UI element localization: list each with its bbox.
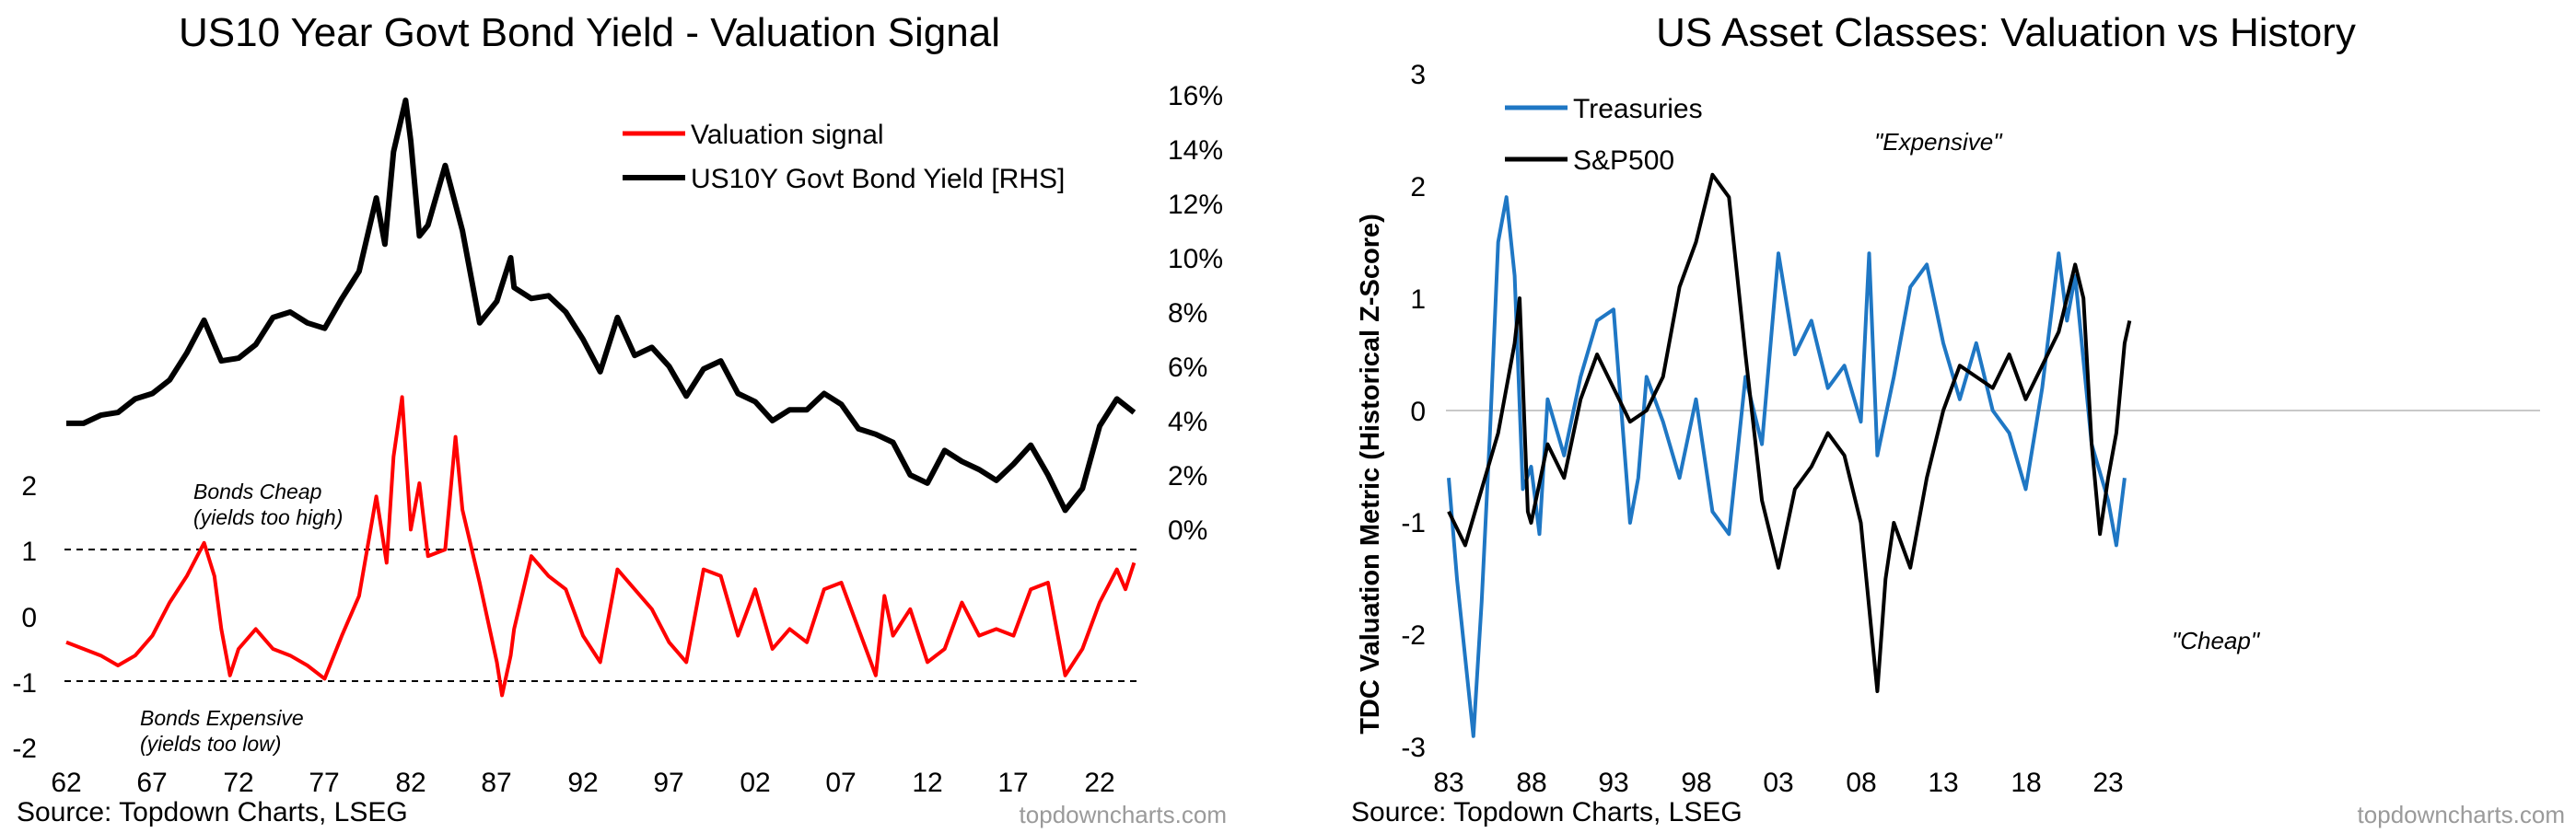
x-tick: 62: [51, 768, 81, 798]
bonds-cheap-annotation: Bonds Cheap: [193, 480, 322, 503]
x-tick: 67: [136, 768, 167, 798]
x-tick: 87: [481, 768, 511, 798]
left-source-note: Source: Topdown Charts, LSEG: [17, 797, 408, 827]
right-y-axis-ticks: 16% 14% 12% 10% 8% 6% 4% 2% 0%: [1168, 81, 1223, 546]
bonds-cheap-annotation-sub: (yields too high): [193, 505, 343, 529]
sp500-line: [1447, 172, 2132, 693]
expensive-annotation: "Expensive": [1874, 128, 2003, 156]
right-y-tick: 6%: [1168, 353, 1207, 383]
x-tick: 93: [1598, 768, 1628, 798]
y-tick: 3: [1410, 60, 1426, 90]
x-tick: 77: [309, 768, 339, 798]
x-tick: 03: [1763, 768, 1793, 798]
right-series: [1447, 172, 2132, 738]
x-tick: 12: [912, 768, 942, 798]
right-source-note: Source: Topdown Charts, LSEG: [1351, 797, 1743, 827]
x-tick: 82: [395, 768, 425, 798]
left-chart-reference-lines: [64, 549, 1142, 682]
right-y-tick: 2%: [1168, 461, 1207, 492]
left-y-tick: 1: [21, 537, 37, 567]
right-chart: US Asset Classes: Valuation vs History T…: [1351, 10, 2565, 828]
right-y-axis-ticks: 3 2 1 0 -1 -2 -3: [1401, 60, 1426, 763]
y-tick: -2: [1401, 620, 1426, 651]
right-y-tick: 0%: [1168, 515, 1207, 546]
left-y-tick: 2: [21, 471, 37, 502]
y-tick: -1: [1401, 508, 1426, 538]
left-legend: Valuation signal US10Y Govt Bond Yield […: [623, 120, 1065, 194]
right-x-axis-ticks: 83 88 93 98 03 08 13 18 23: [1433, 768, 2123, 798]
x-tick: 02: [740, 768, 770, 798]
bonds-expensive-annotation-sub: (yields too low): [140, 732, 281, 756]
left-series: [65, 97, 1136, 698]
left-x-axis-ticks: 62 67 72 77 82 87 92 97 02 07 12 17 22: [51, 768, 1114, 798]
x-tick: 22: [1084, 768, 1114, 798]
left-y-tick: -2: [12, 734, 37, 764]
left-annotations: Bonds Cheap (yields too high) Bonds Expe…: [140, 480, 343, 756]
x-tick: 08: [1846, 768, 1876, 798]
left-watermark: topdowncharts.com: [1020, 801, 1227, 828]
left-y-tick: 0: [21, 603, 37, 633]
y-tick: 2: [1410, 172, 1426, 202]
cheap-annotation: "Cheap": [2172, 627, 2261, 654]
right-y-tick: 16%: [1168, 81, 1223, 111]
x-tick: 23: [2092, 768, 2123, 798]
valuation-signal-line: [65, 395, 1136, 698]
bonds-expensive-annotation: Bonds Expensive: [140, 706, 304, 730]
right-y-tick: 10%: [1168, 244, 1223, 274]
right-legend: Treasuries S&P500: [1505, 94, 1703, 176]
right-y-tick: 12%: [1168, 190, 1223, 220]
right-y-tick: 8%: [1168, 298, 1207, 329]
x-tick: 98: [1681, 768, 1711, 798]
right-chart-title: US Asset Classes: Valuation vs History: [1656, 10, 2356, 55]
treasuries-line: [1447, 195, 2127, 738]
legend-label-treasuries: Treasuries: [1573, 94, 1703, 124]
x-tick: 72: [223, 768, 253, 798]
right-y-tick: 14%: [1168, 135, 1223, 166]
left-y-axis-ticks: 2 1 0 -1 -2: [12, 471, 37, 764]
x-tick: 17: [997, 768, 1028, 798]
x-tick: 88: [1516, 768, 1546, 798]
x-tick: 92: [567, 768, 598, 798]
x-tick: 13: [1928, 768, 1958, 798]
legend-label-us10y: US10Y Govt Bond Yield [RHS]: [691, 164, 1065, 194]
legend-label-valuation-signal: Valuation signal: [691, 120, 884, 150]
left-chart: US10 Year Govt Bond Yield - Valuation Si…: [12, 10, 1227, 828]
left-y-tick: -1: [12, 668, 37, 699]
right-y-tick: 4%: [1168, 407, 1207, 437]
legend-label-sp500: S&P500: [1573, 145, 1674, 176]
y-tick: 0: [1410, 397, 1426, 427]
x-tick: 97: [653, 768, 683, 798]
us10y-yield-line: [66, 97, 1136, 514]
y-tick: 1: [1410, 284, 1426, 315]
right-watermark: topdowncharts.com: [2358, 801, 2565, 828]
right-annotations: "Expensive" "Cheap": [1874, 128, 2261, 654]
x-tick: 07: [825, 768, 856, 798]
right-y-axis-label: TDC Valuation Metric (Historical Z-Score…: [1356, 214, 1385, 735]
x-tick: 18: [2011, 768, 2041, 798]
y-tick: -3: [1401, 733, 1426, 763]
x-tick: 83: [1433, 768, 1463, 798]
left-chart-title: US10 Year Govt Bond Yield - Valuation Si…: [179, 10, 1000, 55]
